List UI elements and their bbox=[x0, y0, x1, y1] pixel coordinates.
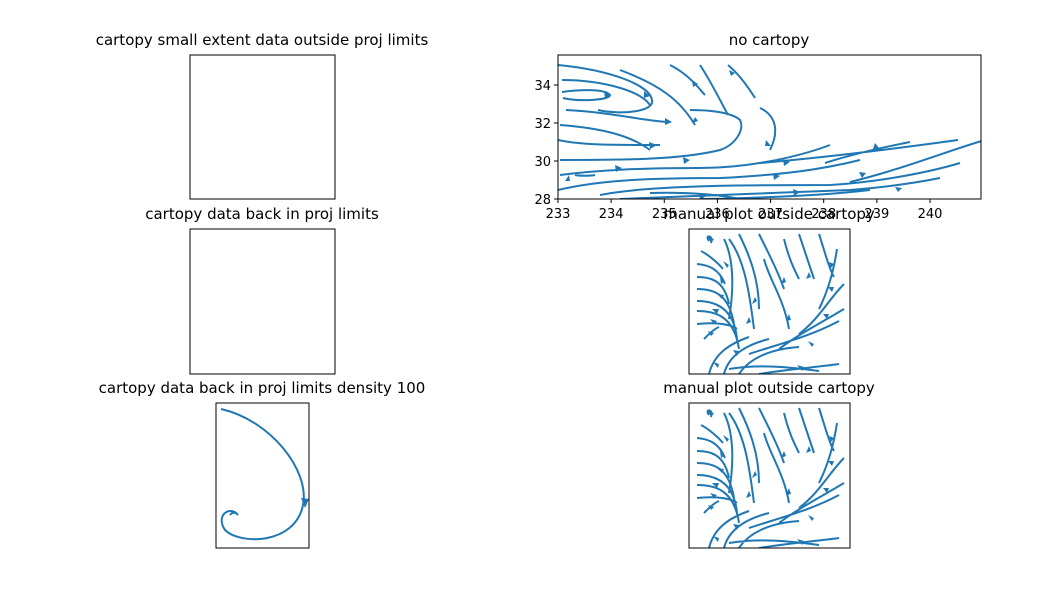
axes-frame bbox=[189, 54, 336, 200]
axes-frame bbox=[189, 228, 336, 375]
x-tick-label: 237 bbox=[758, 207, 783, 222]
y-tick-label: 30 bbox=[534, 155, 551, 170]
axes-title: cartopy data back in proj limits density… bbox=[99, 379, 426, 397]
axes-title: cartopy data back in proj limits bbox=[145, 205, 379, 223]
axes-frame bbox=[688, 228, 851, 375]
streamline-spiral bbox=[220, 408, 305, 541]
axes-frame bbox=[215, 402, 310, 549]
axes-title: manual plot outside cartopy bbox=[663, 205, 875, 223]
axes-title: cartopy small extent data outside proj l… bbox=[96, 31, 429, 49]
streamlines-no-cartopy bbox=[558, 64, 981, 199]
axes-title: no cartopy bbox=[729, 31, 810, 49]
x-tick-label: 238 bbox=[811, 207, 836, 222]
y-tick-label: 32 bbox=[534, 117, 551, 132]
arrow bbox=[301, 498, 309, 508]
axes-title: manual plot outside cartopy bbox=[663, 379, 875, 397]
y-tick-label: 34 bbox=[534, 79, 551, 94]
x-tick-label: 234 bbox=[599, 207, 624, 222]
stream-field-copy bbox=[697, 234, 844, 374]
x-tick-label: 233 bbox=[546, 207, 571, 222]
x-tick-label: 235 bbox=[652, 207, 677, 222]
x-tick-label: 236 bbox=[705, 207, 730, 222]
axes-frame bbox=[688, 402, 851, 549]
y-tick-label: 28 bbox=[534, 193, 551, 208]
stream-field-copy bbox=[697, 408, 844, 548]
x-tick-label: 240 bbox=[918, 207, 943, 222]
axes-frame bbox=[557, 54, 982, 200]
x-tick-label: 239 bbox=[864, 207, 889, 222]
